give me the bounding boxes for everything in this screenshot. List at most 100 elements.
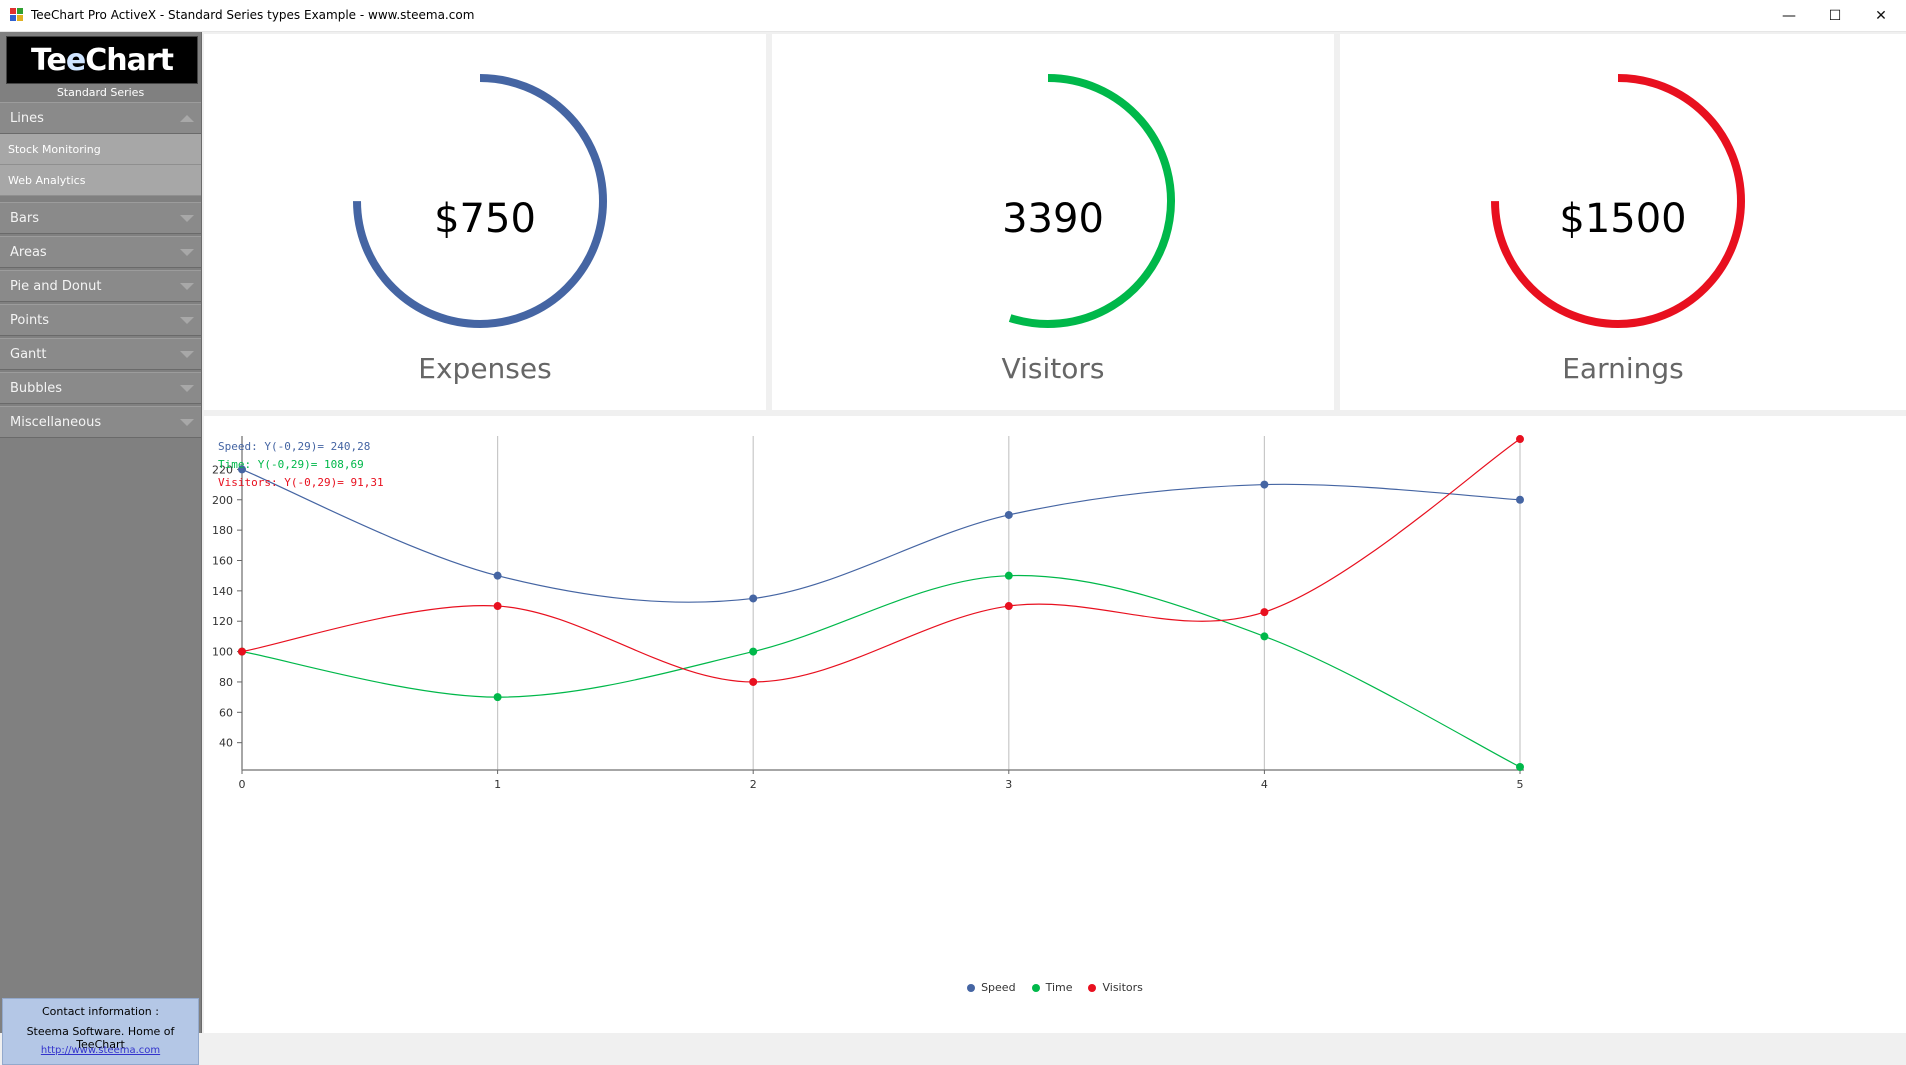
y-tick-label: 60 (219, 706, 233, 719)
y-tick-label: 200 (212, 494, 233, 507)
chevron-down-icon (180, 215, 194, 222)
nav-section-gantt[interactable]: Gantt (0, 338, 201, 370)
data-point-visitors (493, 602, 502, 611)
data-point-time (1516, 762, 1524, 771)
series-line-speed (241, 468, 1521, 603)
nav-item-stock-monitoring[interactable]: Stock Monitoring (0, 134, 201, 165)
legend-label-visitors: Visitors (1102, 981, 1143, 994)
gauge-panel-expenses: $750 Expenses (204, 34, 766, 410)
nav-section-areas[interactable]: Areas (0, 236, 201, 268)
nav-section-points[interactable]: Points (0, 304, 201, 336)
data-point-speed (749, 594, 758, 603)
contact-link[interactable]: http://www.steema.com (40, 1045, 161, 1056)
teechart-logo: Te e Chart (6, 36, 198, 84)
chevron-down-icon (180, 351, 194, 358)
y-tick-label: 80 (219, 676, 233, 689)
readout-time: Time: Y(-0,29)= 108,69 (218, 458, 364, 471)
data-point-visitors (1516, 435, 1524, 444)
close-button[interactable]: ✕ (1875, 7, 1887, 24)
nav-section-bars[interactable]: Bars (0, 202, 201, 234)
nav-section-lines[interactable]: Lines (0, 102, 201, 134)
nav-section-label: Points (10, 313, 50, 328)
nav-item-label: Stock Monitoring (8, 143, 101, 156)
nav-section-miscellaneous[interactable]: Miscellaneous (0, 406, 201, 438)
nav-section-label: Areas (10, 245, 47, 260)
data-point-speed (1260, 480, 1269, 489)
logo-text-post: Chart (85, 42, 174, 78)
chevron-down-icon (180, 249, 194, 256)
data-point-visitors (1004, 602, 1013, 611)
window-title: TeeChart Pro ActiveX - Standard Series t… (31, 8, 475, 22)
x-tick-label: 3 (1005, 778, 1012, 791)
logo-subtitle: Standard Series (56, 86, 145, 99)
chevron-down-icon (180, 419, 194, 426)
gauge-value: $750 (434, 196, 536, 242)
logo-text-pre: Te (31, 42, 67, 78)
nav-section-bubbles[interactable]: Bubbles (0, 372, 201, 404)
x-tick-label: 4 (1261, 778, 1268, 791)
chart-legend: Speed Time Visitors (204, 981, 1906, 994)
data-point-speed (1516, 495, 1524, 504)
data-point-time (1004, 571, 1013, 580)
y-tick-label: 220 (212, 463, 233, 476)
legend-label-time: Time (1045, 981, 1073, 994)
data-point-speed (493, 571, 502, 580)
data-point-visitors (1260, 608, 1269, 617)
nav-section-label: Bars (10, 211, 40, 226)
data-point-visitors (238, 647, 246, 656)
legend-dot-visitors (1088, 983, 1097, 992)
legend-dot-time (1031, 983, 1040, 992)
x-tick-label: 0 (239, 778, 246, 791)
logo-text-ee: e (65, 42, 86, 78)
gauge-label: Expenses (418, 352, 552, 385)
readout-speed: Speed: Y(-0,29)= 240,28 (218, 440, 371, 453)
chevron-down-icon (180, 317, 194, 324)
gauge-ring (1491, 74, 1745, 328)
nav-section-pie-and-donut[interactable]: Pie and Donut (0, 270, 201, 302)
legend-item-speed[interactable]: Speed (967, 981, 1016, 994)
nav-item-web-analytics[interactable]: Web Analytics (0, 165, 201, 196)
nav-section-label: Lines (10, 111, 44, 126)
y-tick-label: 40 (219, 737, 233, 750)
nav-item-label: Web Analytics (8, 174, 86, 187)
gauge-arc-visitors (1008, 74, 1175, 328)
nav-section-label: Bubbles (10, 381, 63, 396)
sidebar: Te e Chart Standard Series Lines Stock Mon… (0, 32, 202, 1065)
data-point-visitors (749, 677, 758, 686)
chevron-up-icon (180, 115, 194, 122)
legend-item-visitors[interactable]: Visitors (1088, 981, 1143, 994)
y-tick-label: 100 (212, 646, 233, 659)
gauge-ring (353, 74, 607, 328)
contact-heading: Contact information : (42, 1005, 159, 1018)
chevron-down-icon (180, 385, 194, 392)
nav-section-label: Pie and Donut (10, 279, 102, 294)
series-line-visitors (241, 438, 1521, 683)
nav-section-label: Gantt (10, 347, 47, 362)
line-chart-panel: 40 60 80 100 120 140 160 180 200 220 0 1 2 3 4 5 Speed:… (204, 416, 1906, 1033)
gauge-label: Earnings (1562, 352, 1684, 385)
x-tick-label: 2 (750, 778, 757, 791)
data-point-time (493, 693, 502, 702)
title-bar: TeeChart Pro ActiveX - Standard Series t… (0, 0, 1906, 32)
legend-label-speed: Speed (981, 981, 1016, 994)
y-tick-label: 160 (212, 554, 233, 567)
gauge-label: Visitors (1001, 352, 1105, 385)
y-tick-label: 180 (212, 524, 233, 537)
maximize-button[interactable]: ☐ (1828, 7, 1842, 24)
line-chart[interactable]: 40 60 80 100 120 140 160 180 200 220 0 1 2 3 4 5 (204, 416, 1906, 1033)
legend-item-time[interactable]: Time (1031, 981, 1073, 994)
app-icon (10, 8, 24, 22)
data-point-speed (238, 465, 246, 474)
data-point-time (749, 647, 758, 656)
readout-visitors: Visitors: Y(-0,29)= 91,31 (218, 476, 384, 489)
data-point-speed (1004, 510, 1013, 519)
gauge-arc-expenses (353, 74, 607, 328)
gauge-panel-visitors: 3390 Visitors (772, 34, 1334, 410)
gauge-panel-earnings: $1500 Earnings (1340, 34, 1906, 410)
minimize-button[interactable]: — (1782, 7, 1796, 24)
data-point-time (1260, 632, 1269, 641)
chevron-down-icon (180, 283, 194, 290)
x-tick-label: 1 (494, 778, 501, 791)
gauge-arc-earnings (1491, 74, 1745, 328)
y-tick-label: 140 (212, 585, 233, 598)
